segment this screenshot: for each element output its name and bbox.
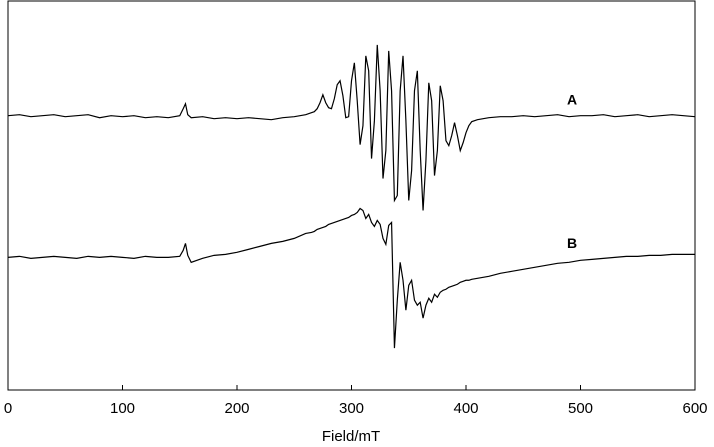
series-label: A xyxy=(567,91,577,107)
plot-frame xyxy=(7,0,696,391)
x-tick-label: 300 xyxy=(339,400,364,417)
x-tick-label: 200 xyxy=(224,400,249,417)
x-tick-label: 500 xyxy=(568,400,593,417)
x-tick-label: 600 xyxy=(682,400,707,417)
x-axis-title: Field/mT xyxy=(322,428,380,445)
spectrum-line xyxy=(7,44,696,211)
spectrum-line xyxy=(7,207,695,349)
series-label: B xyxy=(567,235,577,251)
x-tick-label: 0 xyxy=(4,400,12,417)
x-tick-label: 400 xyxy=(453,400,478,417)
x-tick-label: 100 xyxy=(110,400,135,417)
